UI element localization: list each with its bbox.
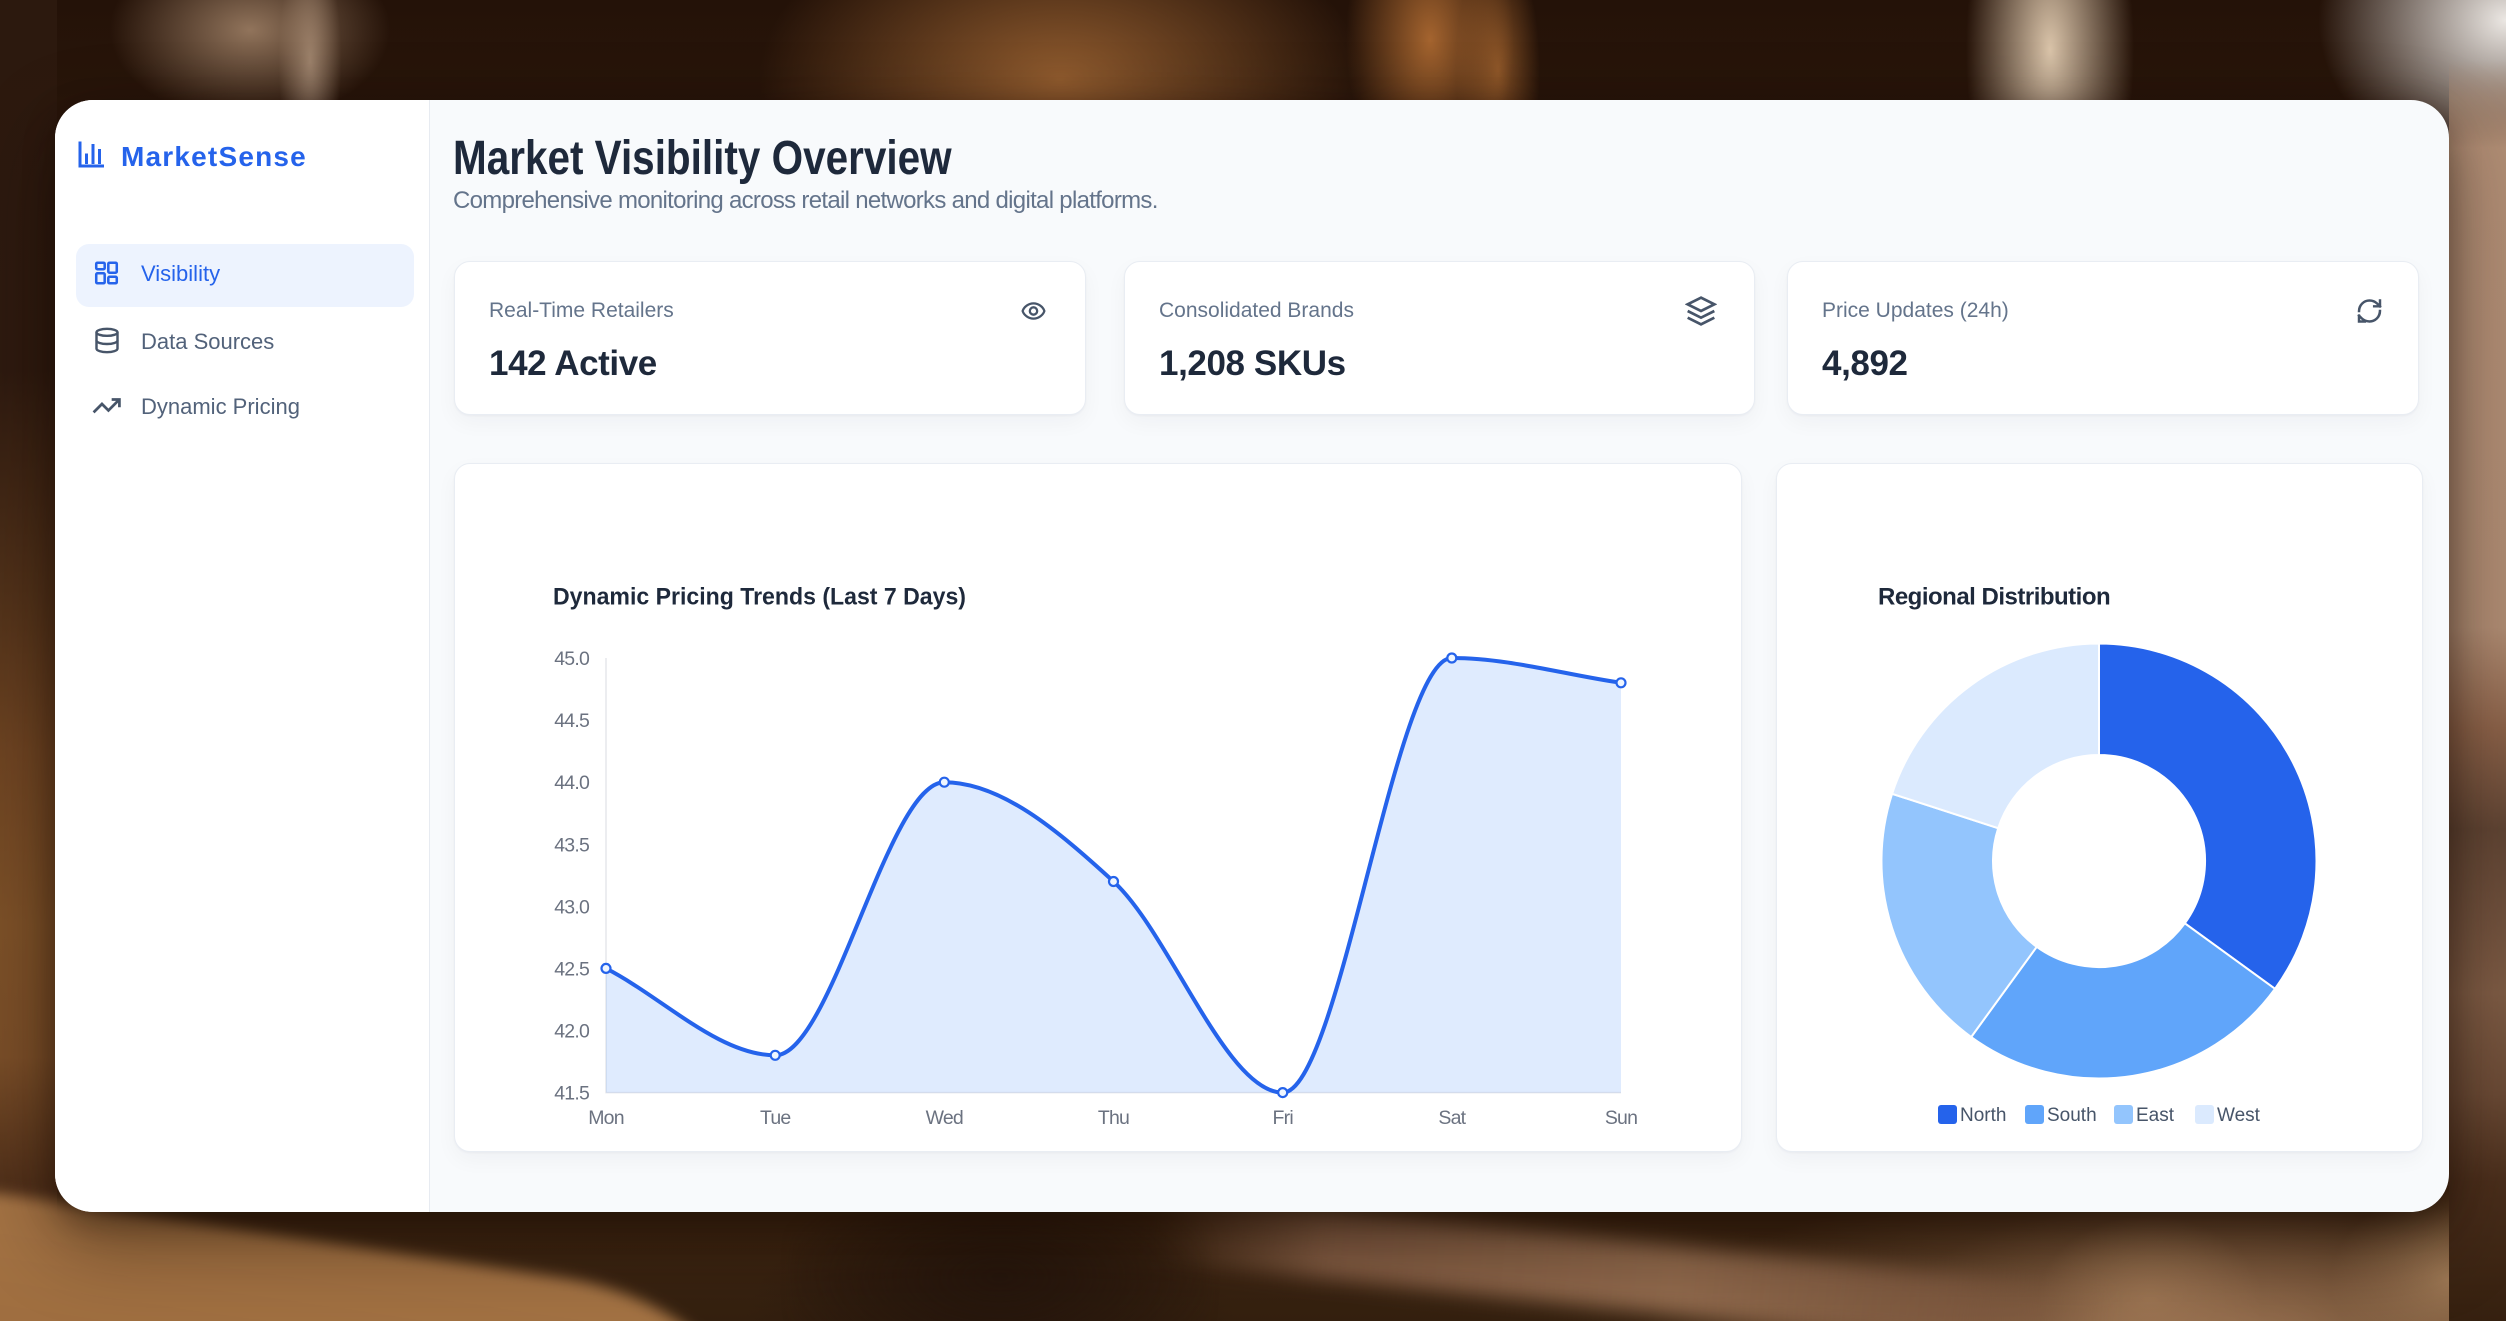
svg-text:43.5: 43.5 [554, 834, 590, 856]
svg-text:West: West [2217, 1105, 2261, 1126]
svg-text:Wed: Wed [926, 1107, 963, 1129]
svg-text:44.5: 44.5 [554, 710, 590, 732]
svg-text:41.5: 41.5 [554, 1083, 590, 1105]
svg-text:Tue: Tue [760, 1107, 790, 1129]
svg-text:North: North [1960, 1105, 2006, 1126]
svg-text:Mon: Mon [588, 1107, 624, 1129]
svg-text:42.0: 42.0 [554, 1021, 590, 1043]
svg-text:42.5: 42.5 [554, 958, 590, 980]
svg-text:Fri: Fri [1273, 1107, 1294, 1129]
svg-text:East: East [2136, 1105, 2175, 1126]
svg-text:Thu: Thu [1098, 1107, 1129, 1129]
svg-text:South: South [2047, 1105, 2097, 1126]
svg-text:44.0: 44.0 [554, 772, 590, 794]
svg-text:43.0: 43.0 [554, 896, 590, 918]
svg-text:Dynamic Pricing Trends (Last 7: Dynamic Pricing Trends (Last 7 Days) [553, 584, 966, 611]
svg-text:45.0: 45.0 [554, 648, 590, 670]
svg-text:Regional Distribution: Regional Distribution [1878, 584, 2110, 611]
svg-text:Sun: Sun [1605, 1107, 1637, 1129]
svg-text:Sat: Sat [1438, 1107, 1466, 1129]
